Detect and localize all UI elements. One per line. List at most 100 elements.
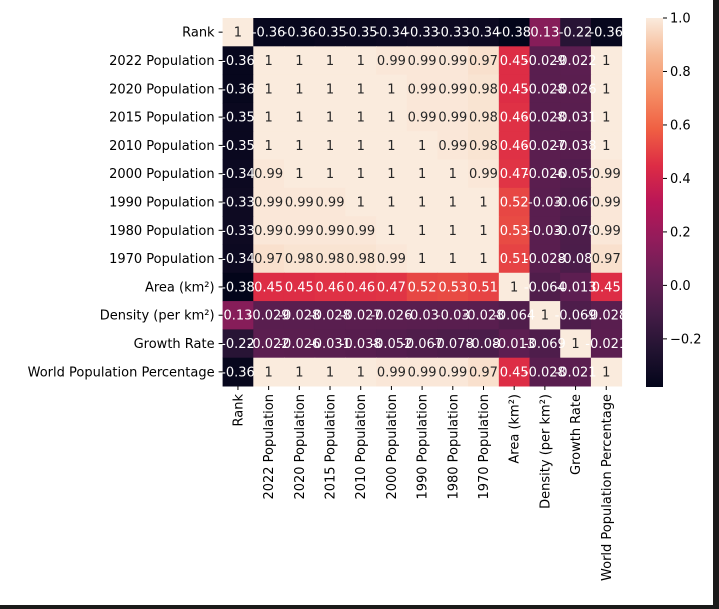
cell-annotation: -0.069 (555, 309, 597, 324)
heatmap-cell (529, 131, 561, 161)
heatmap-cell (314, 159, 346, 189)
cell-annotation: 1 (387, 167, 395, 182)
cell-annotation: 1 (387, 82, 395, 97)
cell-annotation: -0.34 (221, 167, 255, 182)
heatmap-cell (283, 329, 316, 359)
cell-annotation: 1 (479, 224, 487, 239)
cell-annotation: 0.99 (316, 196, 345, 211)
heatmap-cell (406, 131, 438, 161)
cell-annotation: 1 (449, 224, 457, 239)
heatmap-cell (560, 159, 592, 189)
y-tick-label: 2022 Population (109, 54, 215, 69)
heatmap-cell (498, 244, 531, 274)
heatmap-cell (345, 74, 377, 104)
cell-annotation: 0.97 (469, 365, 498, 380)
heatmap-cell (560, 102, 592, 132)
heatmap-cell (437, 18, 469, 47)
heatmap-cell (468, 159, 500, 189)
cell-annotation: -0.028 (524, 365, 566, 380)
heatmap-cell (529, 46, 561, 76)
heatmap-cell (345, 272, 377, 302)
heatmap-cell (437, 329, 469, 359)
heatmap-cell (345, 244, 377, 274)
cell-annotation: -0.36 (252, 26, 286, 41)
heatmap-cell (345, 301, 377, 330)
heatmap-cell (376, 329, 408, 359)
heatmap-cell (406, 187, 438, 217)
heatmap-cell (345, 357, 377, 387)
y-tick-label: 1980 Population (109, 224, 215, 239)
heatmap-cell (253, 216, 285, 245)
cell-annotation: 1 (357, 196, 365, 211)
heatmap-cell (376, 301, 408, 330)
cell-annotation: 0.13 (530, 26, 559, 41)
cell-annotation: -0.36 (283, 26, 317, 41)
cell-annotation: -0.33 (221, 196, 255, 211)
cell-annotation: 0.98 (469, 82, 498, 97)
heatmap-cell (529, 329, 561, 359)
heatmap-cell (376, 357, 408, 387)
heatmap-cell (560, 357, 592, 387)
heatmap-cell (498, 272, 531, 302)
cell-annotation: -0.33 (405, 26, 439, 41)
heatmap-cell (529, 187, 561, 217)
cell-annotation: 1 (234, 26, 242, 41)
cell-annotation: 0.98 (285, 252, 314, 267)
heatmap-cell (283, 102, 316, 132)
cell-annotation: -0.028 (524, 82, 566, 97)
heatmap-cell (590, 74, 623, 104)
heatmap-cell (498, 187, 531, 217)
colorbar (646, 18, 663, 387)
heatmap-cell (498, 74, 531, 104)
cell-annotation: -0.08 (559, 252, 593, 267)
cell-annotation: -0.028 (463, 309, 505, 324)
cell-annotation: -0.03 (405, 309, 439, 324)
cell-annotation: 0.99 (438, 111, 467, 126)
cell-annotation: 1 (357, 167, 365, 182)
heatmap-cell (376, 18, 408, 47)
heatmap-cell (283, 187, 316, 217)
cell-annotation: 1 (264, 365, 272, 380)
cell-annotation: -0.028 (524, 252, 566, 267)
x-tick-label: 1990 Population (416, 394, 431, 500)
heatmap-cell (345, 216, 377, 245)
heatmap-cell (560, 46, 592, 76)
heatmap-cell (468, 301, 500, 330)
heatmap-cell (253, 244, 285, 274)
cell-annotation: -0.028 (278, 309, 320, 324)
cell-annotation: 1 (571, 337, 579, 352)
heatmap-cell (314, 131, 346, 161)
heatmap-cell (498, 216, 531, 245)
heatmap-cells (222, 18, 623, 387)
x-tick-label: Growth Rate (569, 394, 584, 475)
y-tick-label: 1990 Population (109, 196, 215, 211)
cell-annotation: 0.99 (592, 167, 621, 182)
heatmap-cell (314, 216, 346, 245)
cell-annotation: 0.45 (592, 280, 621, 295)
cell-annotation: 1 (326, 54, 334, 69)
cell-annotation: 0.99 (408, 54, 437, 69)
heatmap-cell (590, 131, 623, 161)
cell-annotation: 0.53 (438, 280, 467, 295)
cell-annotation: 1 (449, 196, 457, 211)
cell-annotation: 0.99 (469, 167, 498, 182)
cell-annotation: 1 (295, 82, 303, 97)
cell-annotation: -0.067 (555, 196, 597, 211)
cell-annotation: 1 (326, 82, 334, 97)
cell-annotation: 0.99 (346, 224, 375, 239)
heatmap-cell (283, 216, 316, 245)
heatmap-cell (283, 272, 316, 302)
heatmap-cell (345, 18, 377, 47)
heatmap-cell (560, 329, 592, 359)
cell-annotation: -0.021 (585, 337, 627, 352)
heatmap-cell (222, 102, 254, 132)
cell-annotation: 1 (479, 196, 487, 211)
cell-annotation: 1 (418, 139, 426, 154)
cell-annotation: 0.98 (346, 252, 375, 267)
heatmap-cell (406, 357, 438, 387)
heatmap-cell (314, 102, 346, 132)
cell-annotation: 1 (295, 365, 303, 380)
cell-annotation: 0.51 (500, 252, 529, 267)
heatmap-cell (222, 46, 254, 76)
heatmap-cell (406, 272, 438, 302)
